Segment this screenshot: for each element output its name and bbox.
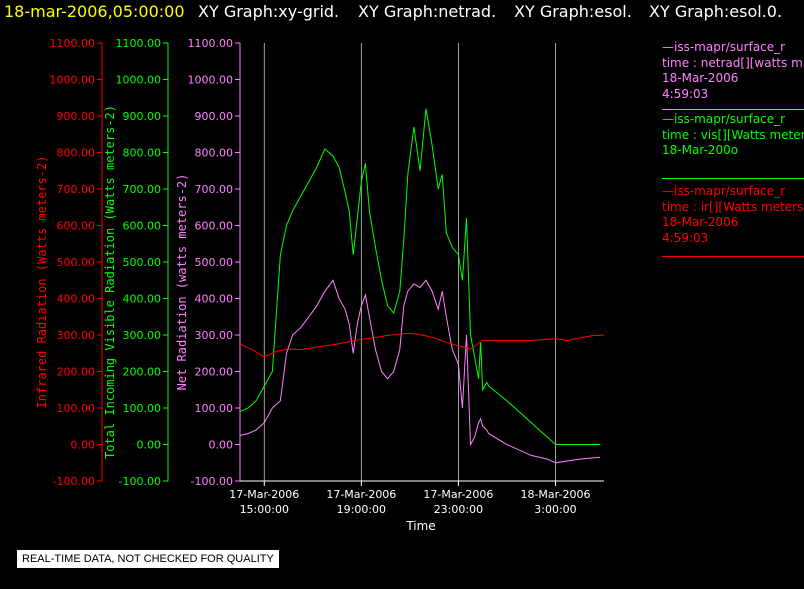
legend-line: 4:59:03: [662, 230, 709, 245]
x-tick-label-date: 17-Mar-2006: [229, 488, 299, 501]
x-tick-label-time: 19:00:00: [337, 503, 386, 516]
legend-line: —iss-mapr/surface_r: [662, 40, 786, 54]
y-tick-label-netrad: 800.00: [195, 147, 234, 160]
x-axis: 17-Mar-2006 15:00:00 17-Mar-2006 19:00:00 17…: [229, 480, 604, 516]
y-tick-label-netrad: 500.00: [195, 256, 234, 269]
y-tick-label-vis: 400.00: [123, 293, 162, 306]
y-tick-label-ir: 600.00: [57, 220, 96, 233]
y-tick-label-netrad: 600.00: [195, 220, 234, 233]
legend-line: —iss-mapr/surface_r: [662, 184, 786, 198]
y-tick-label-ir: 0.00: [71, 439, 96, 452]
y-tick-label-netrad: 1000.00: [188, 74, 234, 87]
series-line-vis: [239, 108, 600, 445]
y-tick-label-vis: 500.00: [123, 256, 162, 269]
y-tick-label-vis: 300.00: [123, 329, 162, 342]
y-tick-label-netrad: 300.00: [195, 329, 234, 342]
y-tick-label-vis: 900.00: [123, 110, 162, 123]
y-tick-label-netrad: 700.00: [195, 183, 234, 196]
legend-entry-netrad: —iss-mapr/surface_r time : netrad[][watt…: [662, 40, 804, 102]
legend-line: 18-Mar-200o: [662, 143, 739, 157]
grid-layer: [263, 43, 556, 481]
series-layer: [239, 108, 605, 464]
y-tick-label-vis: 100.00: [123, 402, 162, 415]
y-tick-label-vis: 700.00: [123, 183, 162, 196]
x-tick-label-date: 18-Mar-2006: [520, 488, 590, 501]
y-axis-label-ir: Infrared Radiation (Watts meters-2): [35, 156, 49, 409]
y-tick-label-vis: 0.00: [137, 439, 162, 452]
y-tick-label-netrad: 1100.00: [188, 37, 234, 50]
y-tick-label-netrad: -100.00: [191, 475, 233, 488]
y-tick-label-netrad: 100.00: [195, 402, 234, 415]
y-axis-label-netrad: Net Radiation (watts meters-2): [175, 174, 189, 391]
x-tick-label-time: 3:00:00: [534, 503, 576, 516]
title-datetime: 18-mar-2006,05:00:00: [4, 2, 185, 21]
x-tick-label-date: 17-Mar-2006: [326, 488, 396, 501]
y-tick-label-ir: 100.00: [57, 402, 96, 415]
y-tick-label-vis: -100.00: [119, 475, 161, 488]
x-tick-label-time: 23:00:00: [434, 503, 483, 516]
y-tick-label-ir: 1000.00: [50, 74, 96, 87]
y-tick-label-netrad: 900.00: [195, 110, 234, 123]
legend-entry-ir: —iss-mapr/surface_r time : ir[][Watts me…: [662, 184, 804, 246]
y-tick-label-vis: 1100.00: [116, 37, 162, 50]
y-tick-label-vis: 200.00: [123, 366, 162, 379]
legend-line: time : netrad[][watts m: [662, 55, 803, 70]
series-line-ir: [239, 332, 605, 358]
title-graph-3: XY Graph:esol.: [514, 2, 632, 21]
axes-layer: -100.00 0.00 100.00 200.00 300.00 400.00 500.0…: [35, 37, 241, 488]
legend-line: —iss-mapr/surface_r: [662, 112, 786, 126]
legend-entry-vis: —iss-mapr/surface_r time : vis[][Watts m…: [662, 112, 804, 159]
series-line-netrad: [239, 279, 601, 464]
y-tick-label-ir: 200.00: [57, 366, 96, 379]
y-tick-label-vis: 800.00: [123, 147, 162, 160]
y-tick-label-ir: 800.00: [57, 147, 96, 160]
legend-divider-1: [662, 109, 804, 110]
y-tick-label-ir: -100.00: [53, 475, 95, 488]
legend-line: time : vis[][Watts meter: [662, 127, 804, 142]
y-tick-label-vis: 600.00: [123, 220, 162, 233]
y-tick-label-netrad: 400.00: [195, 293, 234, 306]
legend-line: time : ir[][Watts meters: [662, 199, 804, 214]
legend-divider-3: [662, 256, 804, 257]
x-tick-label-time: 15:00:00: [240, 503, 289, 516]
legend-divider-2: [662, 178, 804, 179]
y-tick-label-netrad: 200.00: [195, 366, 234, 379]
title-graph-1: XY Graph:xy-grid.: [198, 2, 340, 21]
y-tick-label-netrad: 0.00: [209, 439, 234, 452]
y-tick-label-ir: 900.00: [57, 110, 96, 123]
y-tick-label-ir: 1100.00: [50, 37, 96, 50]
title-graph-4: XY Graph:esol.0.: [649, 2, 783, 21]
quality-notice: REAL-TIME DATA, NOT CHECKED FOR QUALITY: [17, 550, 279, 568]
x-axis-label: Time: [405, 519, 435, 533]
y-tick-label-ir: 300.00: [57, 329, 96, 342]
y-tick-label-ir: 500.00: [57, 256, 96, 269]
y-axis-label-vis: Total Incoming Visible Radiation (Watts …: [103, 105, 117, 459]
legend-line: 18-Mar-2006: [662, 215, 739, 229]
legend-line: 18-Mar-2006: [662, 71, 739, 85]
legend-line: 4:59:03: [662, 86, 709, 101]
title-bar: 18-mar-2006,05:00:00 XY Graph:xy-grid. X…: [0, 0, 804, 26]
y-tick-label-vis: 1000.00: [116, 74, 162, 87]
x-tick-label-date: 17-Mar-2006: [423, 488, 493, 501]
y-tick-label-ir: 700.00: [57, 183, 96, 196]
y-tick-label-ir: 400.00: [57, 293, 96, 306]
title-graph-2: XY Graph:netrad.: [358, 2, 497, 21]
